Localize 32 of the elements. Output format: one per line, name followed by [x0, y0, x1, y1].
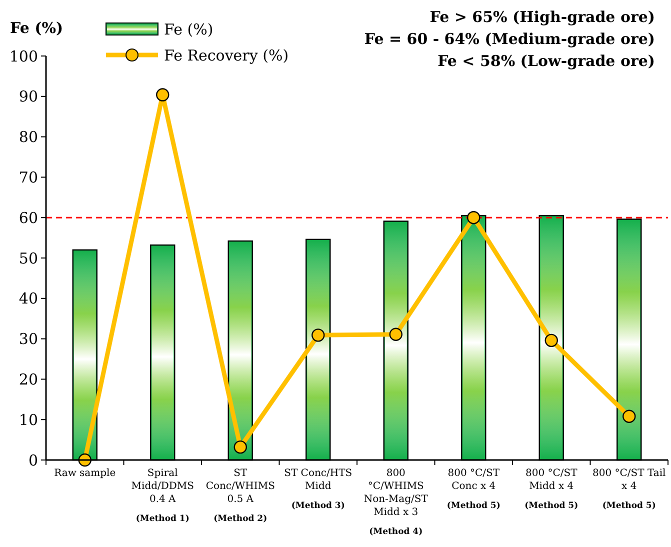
point: [467, 211, 480, 224]
legend-label: Fe (%): [164, 20, 214, 38]
point: [622, 410, 636, 423]
y-tick-label: 90: [18, 88, 38, 106]
legend-label: Fe Recovery (%): [164, 46, 289, 64]
y-tick-label: 60: [18, 208, 38, 227]
y-tick-label: 80: [18, 128, 38, 146]
y-tick-label: 100: [9, 47, 38, 66]
point: [544, 334, 558, 348]
y-tick-label: 0: [28, 451, 38, 470]
y-tick-label: 10: [18, 410, 38, 429]
point: [389, 328, 402, 341]
annotation: Fe < 58% (Low-grade ore): [438, 52, 655, 70]
category-label: ST Conc/HTS Midd (Method 3): [284, 468, 352, 511]
y-tick-label: 40: [18, 290, 38, 308]
text: Fe > 65% (High-grade ore): [430, 8, 655, 26]
x-tick-label: Raw sample: [54, 468, 116, 479]
category-label: 800 °C/ST Conc x 4 (Method 5): [446, 468, 500, 511]
text: Fe = 60 - 64% (Medium-grade ore): [364, 30, 655, 48]
y-tick-label: 70: [18, 168, 38, 186]
point: [156, 88, 170, 102]
y-tick-label: 30: [18, 330, 38, 348]
point: [234, 440, 247, 454]
category-label: ST Conc/WHIMS 0.5 A (Method 2): [206, 468, 275, 524]
category-label: Spiral Midd/DDMS 0.4 A (Method 1): [131, 468, 194, 524]
y-axis-title: Fe (%): [10, 19, 64, 37]
category-label: 800 °C/ST Midd x 4 (Method 5): [524, 468, 578, 511]
category-label: 800 °C/WHIMS Non-Mag/ST Midd x 3 (Method 4): [364, 468, 428, 537]
y-tick-label: 20: [18, 370, 38, 388]
point: [312, 328, 325, 342]
category-label: 800 °C/ST Tail x 4 (Method 5): [592, 468, 666, 511]
y-tick-label: 50: [18, 249, 38, 268]
